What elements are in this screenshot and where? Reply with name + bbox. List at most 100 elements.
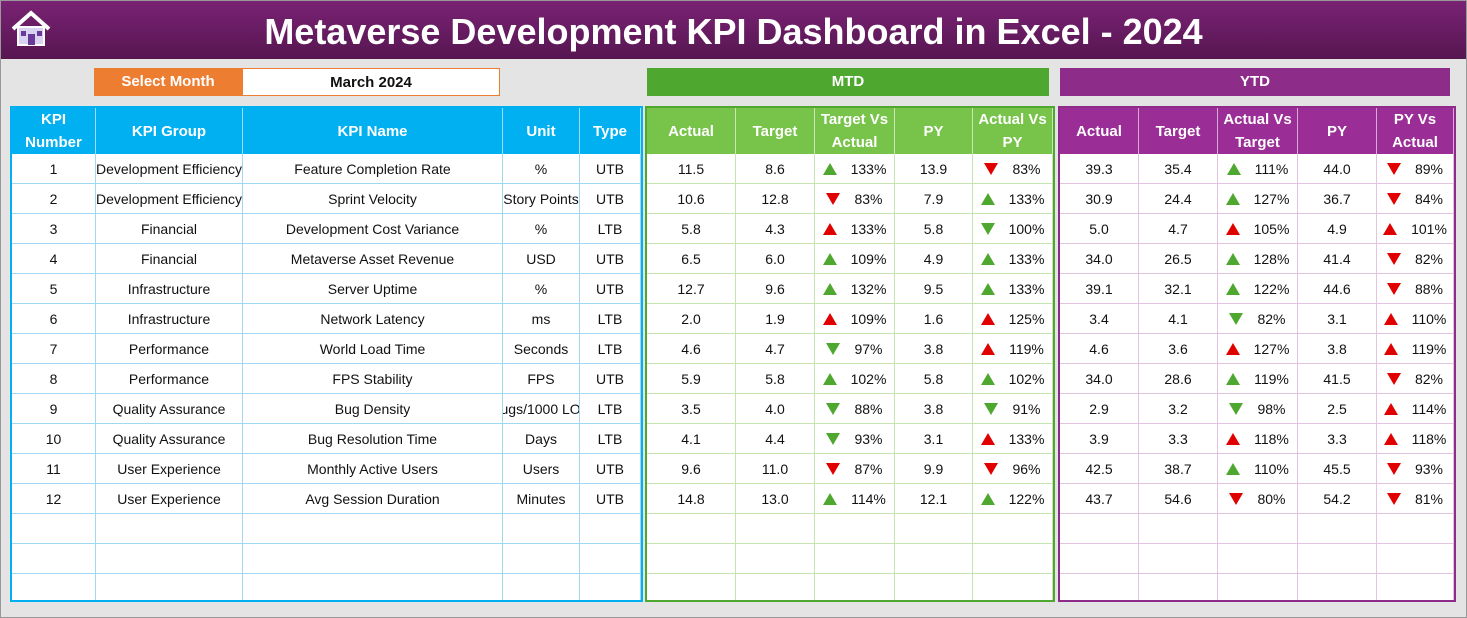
percent-value: 88% [1414,280,1444,297]
percent-value: 84% [1414,190,1444,207]
status-arrow [1386,192,1401,205]
table-cell: 12.1 [895,484,973,514]
column-header: Target [1139,108,1218,154]
status-arrow [1383,342,1398,355]
table-cell: 91% [973,394,1053,424]
table-cell [895,574,973,600]
table-cell: Infrastructure [96,274,243,304]
table-cell: 26.5 [1139,244,1218,274]
table-cell: 87% [815,454,895,484]
percent-value: 101% [1411,220,1447,237]
table-cell [736,574,815,600]
column-header: KPI Name [243,108,503,154]
table-cell: Development Cost Variance [243,214,503,244]
percent-value: 87% [854,460,883,477]
percent-value: 127% [1253,340,1290,357]
status-arrow [1226,462,1241,475]
table-cell: UTB [580,364,641,394]
table-cell: 3.5 [647,394,736,424]
status-arrow [1386,372,1401,385]
select-month-value[interactable]: March 2024 [242,68,500,96]
status-arrow [822,162,837,175]
table-cell [96,574,243,600]
status-arrow [1386,162,1401,175]
percent-value: 119% [1411,340,1447,357]
table-cell: 9.5 [895,274,973,304]
percent-value: 133% [850,160,887,177]
table-cell [96,514,243,544]
table-cell [1298,544,1377,574]
table-cell: Metaverse Asset Revenue [243,244,503,274]
status-arrow [1386,282,1401,295]
table-cell: LTB [580,424,641,454]
status-arrow [826,432,841,445]
table-cell: 100% [973,214,1053,244]
table-cell: 133% [815,214,895,244]
table-cell [895,514,973,544]
table-cell: 9.9 [895,454,973,484]
table-cell: UTB [580,484,641,514]
table-cell: 34.0 [1060,244,1139,274]
percent-value: 83% [1012,160,1041,177]
table-cell: 3.4 [1060,304,1139,334]
table-cell [580,514,641,544]
percent-value: 80% [1257,490,1286,507]
mtd-table: Actual Target Target Vs Actual PY Actual Vs … [645,106,1055,602]
status-arrow [1386,462,1401,475]
table-cell: 24.4 [1139,184,1218,214]
table-cell: 111% [1218,154,1298,184]
table-cell: 7 [12,334,96,364]
table-cell: 4.9 [1298,214,1377,244]
table-cell [973,574,1053,600]
table-cell: FPS Stability [243,364,503,394]
table-cell: 1.9 [736,304,815,334]
home-icon[interactable] [9,9,53,49]
status-arrow [980,222,995,235]
status-arrow [980,372,995,385]
table-cell [1377,574,1454,600]
table-cell [736,514,815,544]
status-arrow [822,372,837,385]
table-cell: Financial [96,214,243,244]
status-arrow [980,492,995,505]
mtd-label: MTD [647,68,1049,96]
table-cell: 119% [973,334,1053,364]
table-cell: 8.6 [736,154,815,184]
status-arrow [980,312,995,325]
column-header: Actual [647,108,736,154]
status-arrow [980,432,995,445]
table-cell: 38.7 [1139,454,1218,484]
table-cell: 2.0 [647,304,736,334]
status-arrow [1229,312,1244,325]
column-header: KPI Number [12,108,96,154]
column-header: Actual Vs PY [973,108,1053,154]
table-cell: Story Points [503,184,580,214]
table-cell: 5.8 [647,214,736,244]
column-header: PY [895,108,973,154]
status-arrow [980,252,995,265]
table-cell: 84% [1377,184,1454,214]
table-cell: 4.3 [736,214,815,244]
table-cell: 44.0 [1298,154,1377,184]
percent-value: 119% [1254,370,1289,387]
table-cell: 42.5 [1060,454,1139,484]
table-cell: 4.7 [1139,214,1218,244]
table-cell: 81% [1377,484,1454,514]
table-cell: 2.9 [1060,394,1139,424]
table-cell: 13.9 [895,154,973,184]
title: Metaverse Development KPI Dashboard in E… [264,11,1203,52]
table-cell [1060,514,1139,544]
table-cell: 4.7 [736,334,815,364]
table-cell: 54.2 [1298,484,1377,514]
table-cell: 8 [12,364,96,394]
percent-value: 127% [1253,190,1290,207]
table-cell: 3.2 [1139,394,1218,424]
table-cell: 10.6 [647,184,736,214]
percent-value: 133% [1008,430,1045,447]
percent-value: 82% [1257,310,1286,327]
status-arrow [822,222,837,235]
table-cell: 1 [12,154,96,184]
kpi-table-table: KPI Number KPI Group KPI Name Unit Type 1 Deve… [10,106,643,602]
table-cell: 12.8 [736,184,815,214]
percent-value: 88% [854,400,883,417]
